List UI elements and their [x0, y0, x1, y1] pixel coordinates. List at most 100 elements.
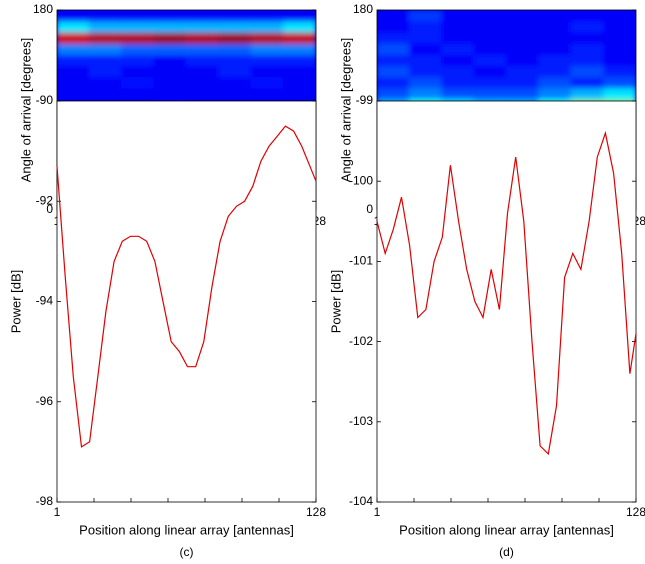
heatmap-cell [283, 42, 316, 55]
heatmap-cell [283, 87, 316, 100]
y-tick-label: -94 [36, 294, 54, 308]
heatmap-cell [473, 76, 507, 89]
x-tick-label: 1 [54, 505, 61, 519]
heatmap-cell [603, 42, 636, 55]
heatmap-cell [603, 20, 636, 33]
heatmap-cell [538, 10, 572, 22]
heatmap-cell [88, 53, 123, 67]
heatmap-cell [218, 53, 252, 67]
heatmap-cell [88, 42, 123, 55]
heatmap-cell [186, 31, 220, 44]
heatmap-cell [283, 31, 316, 44]
heatmap-cell [57, 10, 90, 22]
x-axis-label: Position along linear array [antennas] [399, 522, 614, 537]
caption: (c) [180, 545, 194, 559]
y-tick-label: 0 [46, 202, 53, 216]
heatmap-cell [473, 65, 507, 78]
heatmap-cell [538, 76, 572, 89]
heatmap-cell [473, 10, 507, 22]
y-axis-label: Angle of arrival [degrees] [338, 38, 353, 183]
heatmap-cell [570, 20, 605, 33]
heatmap-cell [218, 20, 252, 33]
heatmap-cell [88, 87, 123, 100]
heatmap-cell [408, 31, 443, 44]
heatmap-cell [121, 87, 155, 100]
heatmap-cell [408, 42, 443, 55]
heatmap-cell [570, 42, 605, 55]
heatmap-cell [506, 65, 540, 78]
heatmap-cell [570, 76, 605, 89]
y-tick-label: -90 [36, 93, 54, 107]
y-tick-label: -96 [36, 394, 54, 408]
heatmap-cell [538, 87, 572, 100]
heatmap-cell [57, 87, 90, 100]
heatmap-cell [57, 65, 90, 78]
heatmap-cell [88, 31, 123, 44]
x-tick-label: 128 [306, 505, 326, 519]
heatmap-cell [283, 76, 316, 89]
heatmap-cell [121, 20, 155, 33]
heatmap-cell [283, 53, 316, 67]
heatmap-cell [377, 65, 410, 78]
heatmap-cell [153, 53, 187, 67]
heatmap-cell [153, 87, 187, 100]
y-tick-label: -102 [349, 334, 373, 348]
heatmap-cell [441, 20, 475, 33]
y-tick-label: 180 [353, 2, 373, 16]
heatmap-cell [88, 10, 123, 22]
heatmap-cell [186, 42, 220, 55]
heatmap-cell [153, 42, 187, 55]
heatmap-cell [538, 53, 572, 67]
heatmap-cell [441, 53, 475, 67]
heatmap-cell [377, 42, 410, 55]
heatmap-cell [57, 20, 90, 33]
heatmap-cell [186, 76, 220, 89]
heatmap-cell [153, 65, 187, 78]
heatmap-cell [570, 87, 605, 100]
heatmap-cell [186, 65, 220, 78]
heatmap-cell [441, 65, 475, 78]
heatmap-cell [408, 65, 443, 78]
heatmap-cell [153, 10, 187, 22]
heatmap-cell [88, 65, 123, 78]
heatmap-cell [218, 65, 252, 78]
heatmap-cell [408, 10, 443, 22]
heatmap-cell [186, 53, 220, 67]
heatmap-cell [377, 87, 410, 100]
heatmap-cell [121, 10, 155, 22]
heatmap-cell [441, 10, 475, 22]
heatmap-cell [121, 31, 155, 44]
heatmap-cell [250, 20, 285, 33]
heatmap-cell [57, 53, 90, 67]
heatmap-cell [121, 42, 155, 55]
heatmap-cell [538, 42, 572, 55]
x-axis-label: Position along linear array [antennas] [79, 522, 294, 537]
heatmap-cell [218, 76, 252, 89]
line-series [376, 130, 637, 456]
heatmap-cell [506, 87, 540, 100]
caption: (d) [499, 545, 514, 559]
heatmap-cell [218, 31, 252, 44]
heatmap-cell [603, 76, 636, 89]
heatmap-cell [570, 31, 605, 44]
heatmap-cell [218, 87, 252, 100]
y-tick-label: -101 [349, 254, 373, 268]
heatmap-cell [506, 20, 540, 33]
heatmap-cell [506, 76, 540, 89]
heatmap-cell [570, 53, 605, 67]
heatmap-cell [153, 76, 187, 89]
heatmap-cell [538, 31, 572, 44]
y-axis-label: Angle of arrival [degrees] [18, 38, 33, 183]
y-tick-label: -104 [349, 494, 373, 508]
heatmap-cell [186, 20, 220, 33]
y-tick-label: -98 [36, 494, 54, 508]
heatmap-cell [88, 20, 123, 33]
heatmap-cell [218, 42, 252, 55]
heatmap-cell [153, 31, 187, 44]
y-tick-label: -99 [356, 93, 374, 107]
heatmap-cell [186, 87, 220, 100]
heatmap-cell [408, 87, 443, 100]
heatmap-cell [377, 20, 410, 33]
heatmap-cell [473, 31, 507, 44]
